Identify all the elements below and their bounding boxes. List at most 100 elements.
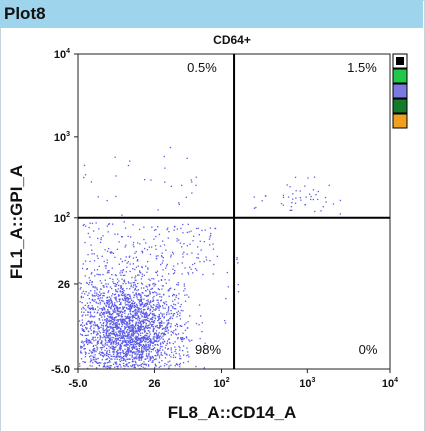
scatter-point [135,266,138,268]
scatter-point [144,363,146,365]
scatter-point [116,334,118,336]
scatter-point [168,313,170,315]
scatter-point [111,301,113,303]
scatter-point [142,329,144,331]
scatter-point [127,348,129,351]
scatter-point [160,365,162,367]
scatter-point [305,196,307,198]
scatter-point [99,336,102,338]
scatter-point [138,322,140,325]
scatter-point [139,308,141,310]
scatter-point [143,363,145,366]
scatter-point [133,364,136,366]
plot-title-bar[interactable]: Plot8 [0,0,423,28]
scatter-point [162,307,164,309]
scatter-point [150,288,152,290]
scatter-point [95,367,98,369]
scatter-point [317,190,319,193]
scatter-point [150,325,153,327]
palette-swatch-green[interactable] [392,68,408,84]
scatter-point [123,352,125,355]
scatter-point [87,320,90,322]
scatter-point [146,338,148,340]
scatter-point [179,318,182,320]
scatter-point [150,320,153,323]
scatter-point [98,326,100,329]
scatter-point [133,343,135,345]
scatter-point [161,315,164,317]
scatter-point [149,344,151,346]
scatter-point [144,331,146,333]
scatter-point [148,360,150,362]
scatter-point [201,229,203,232]
scatter-point [112,353,115,356]
scatter-point [114,326,116,328]
scatter-point [87,340,90,342]
scatter-point [172,253,175,255]
scatter-point [141,266,143,268]
scatter-point [79,333,82,335]
palette-swatch-blue[interactable] [392,83,408,99]
scatter-point [129,270,131,273]
scatter-point [110,358,112,360]
scatter-point [116,322,118,324]
scatter-point [149,310,151,312]
scatter-point [90,351,92,353]
scatter-point [101,351,103,353]
scatter-point [253,196,255,198]
scatter-point [92,355,94,357]
scatter-point [108,319,110,321]
scatter-point [80,341,83,343]
palette-swatch-orange[interactable] [392,113,408,129]
scatter-point [122,349,124,352]
scatter-point [179,355,181,357]
scatter-point [131,328,133,331]
scatter-point [133,325,135,328]
scatter-point [112,331,115,333]
scatter-point [93,294,95,297]
scatter-point [101,319,104,321]
scatter-point [154,354,156,357]
scatter-point [108,334,110,336]
scatter-point [89,308,91,311]
scatter-point [158,336,160,338]
scatter-point [121,351,123,354]
scatter-point [118,284,120,287]
scatter-point [134,279,136,281]
scatter-point [149,356,151,359]
scatter-point [126,326,128,328]
scatter-point [128,293,130,296]
scatter-point [102,273,104,276]
scatter-point [150,338,152,340]
scatter-point [125,355,127,358]
scatter-point [140,305,142,307]
scatter-point [82,296,84,298]
scatter-point [161,313,163,315]
scatter-point [94,322,96,324]
scatter-point [128,321,131,323]
scatter-point [112,328,114,330]
scatter-point [190,268,192,270]
scatter-point [123,321,125,323]
scatter-point [146,332,148,334]
palette-swatch-dark-green[interactable] [392,98,408,114]
scatter-point [149,301,151,304]
scatter-point [104,309,106,311]
scatter-point [125,350,128,353]
scatter-point [117,233,119,235]
scatter-point [107,355,109,358]
scatter-point [91,284,93,286]
scatter-point [82,314,84,316]
scatter-point [89,321,92,323]
scatter-point [144,319,146,321]
scatter-point [139,325,141,328]
scatter-point [110,308,112,310]
scatter-point [150,318,152,320]
scatter-point [120,366,122,368]
scatter-point [85,339,87,341]
scatter-point [99,291,101,293]
scatter-point [132,224,134,226]
scatter-point [152,314,154,316]
scatter-point [93,348,95,350]
scatter-point [180,337,182,339]
